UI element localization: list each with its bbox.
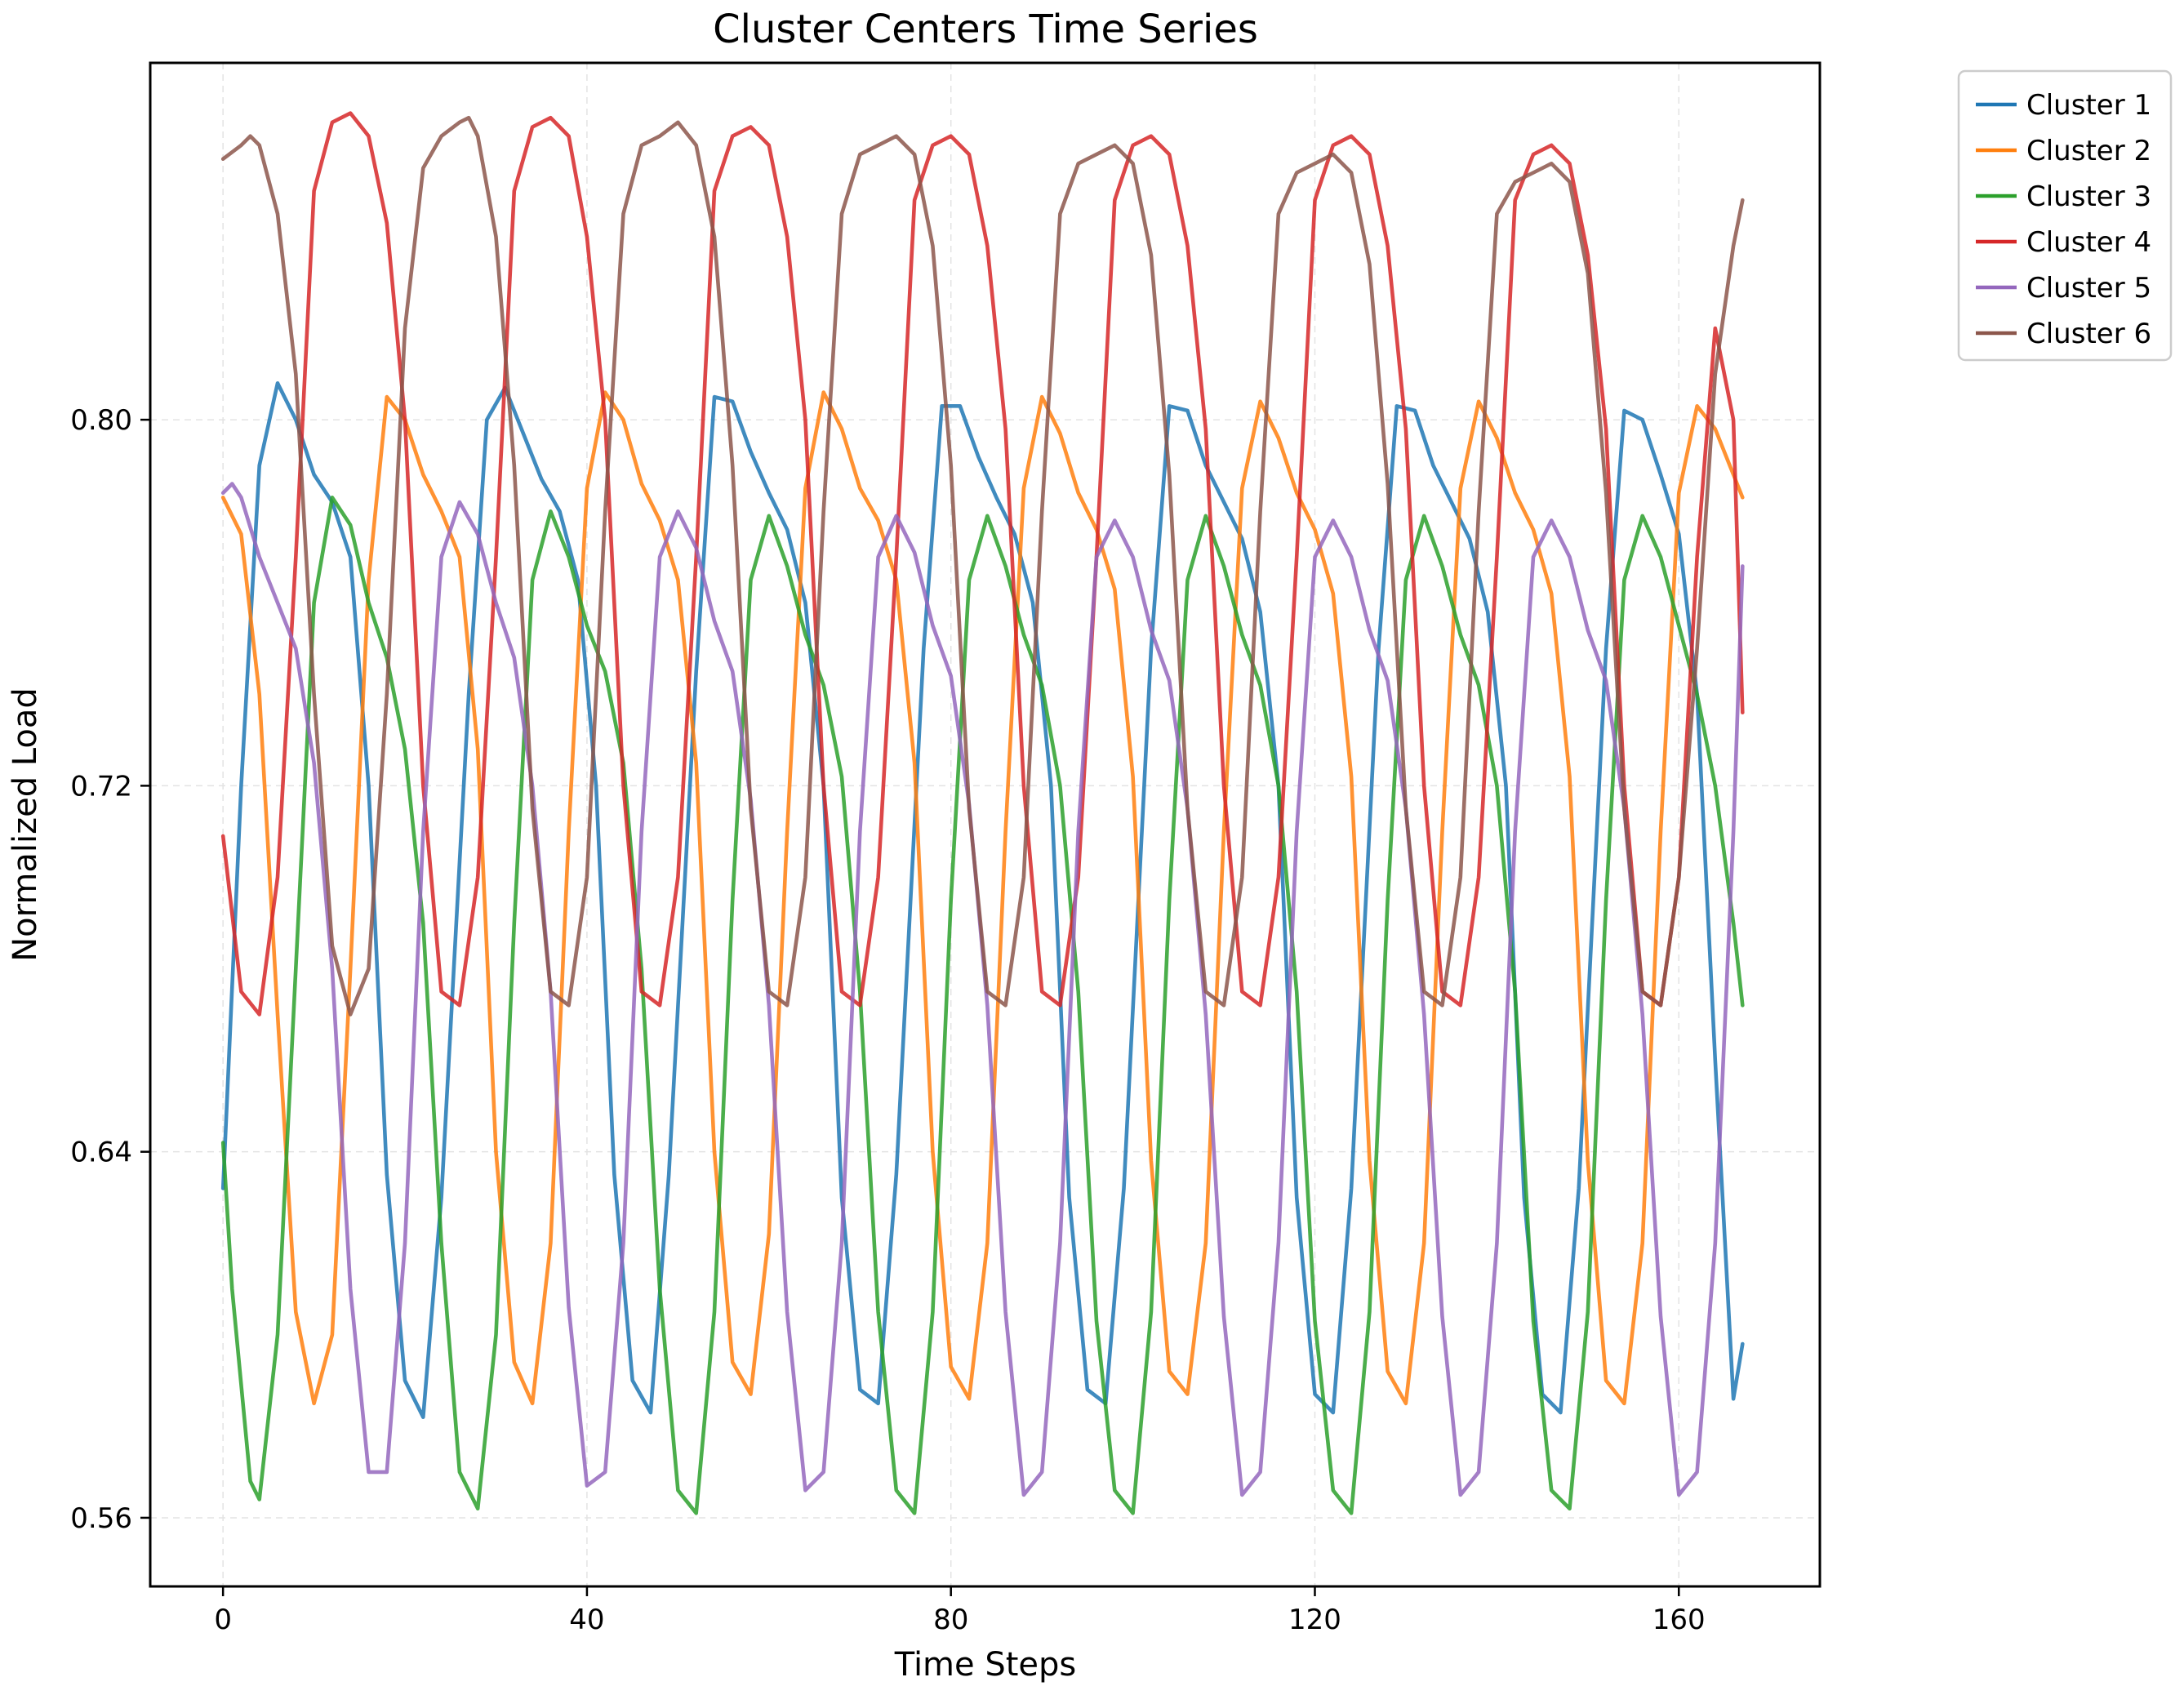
x-tick-label: 40 [569, 1604, 604, 1636]
series-line-cluster-4 [220, 111, 1745, 1017]
legend-label-cluster-6: Cluster 6 [2026, 318, 2151, 350]
tick-layer: 0 40 80 120 160 0.56 0.64 0.72 0.80 [70, 404, 1705, 1636]
x-tick-label: 120 [1288, 1604, 1341, 1636]
y-tick-label: 0.72 [70, 770, 132, 803]
y-axis-label: Normalized Load [7, 687, 44, 962]
x-tick-label: 0 [214, 1604, 232, 1636]
series-line-cluster-3 [220, 495, 1745, 1515]
grid-layer [150, 63, 1820, 1586]
series-line-cluster-6 [220, 115, 1745, 1017]
legend-label-cluster-4: Cluster 4 [2026, 226, 2151, 259]
series-line-cluster-1 [220, 380, 1745, 1419]
x-axis-label: Time Steps [894, 1646, 1077, 1684]
legend-label-cluster-3: Cluster 3 [2026, 180, 2151, 213]
y-tick-label: 0.80 [70, 404, 132, 437]
legend-label-cluster-5: Cluster 5 [2026, 272, 2151, 305]
legend-label-cluster-2: Cluster 2 [2026, 135, 2151, 167]
x-tick-label: 160 [1652, 1604, 1706, 1636]
chart-title: Cluster Centers Time Series [713, 7, 1258, 52]
plot-frame [149, 61, 1821, 1588]
y-tick-label: 0.64 [70, 1137, 132, 1169]
legend: Cluster 1 Cluster 2 Cluster 3 Cluster 4 Clus… [1957, 69, 2173, 362]
y-tick-label: 0.56 [70, 1502, 132, 1535]
legend-items: Cluster 1 Cluster 2 Cluster 3 Cluster 4 Clus… [1976, 89, 2151, 350]
series-layer [220, 111, 1745, 1515]
series-line-cluster-2 [220, 390, 1745, 1406]
legend-label-cluster-1: Cluster 1 [2026, 89, 2151, 122]
x-tick-label: 80 [933, 1604, 968, 1636]
